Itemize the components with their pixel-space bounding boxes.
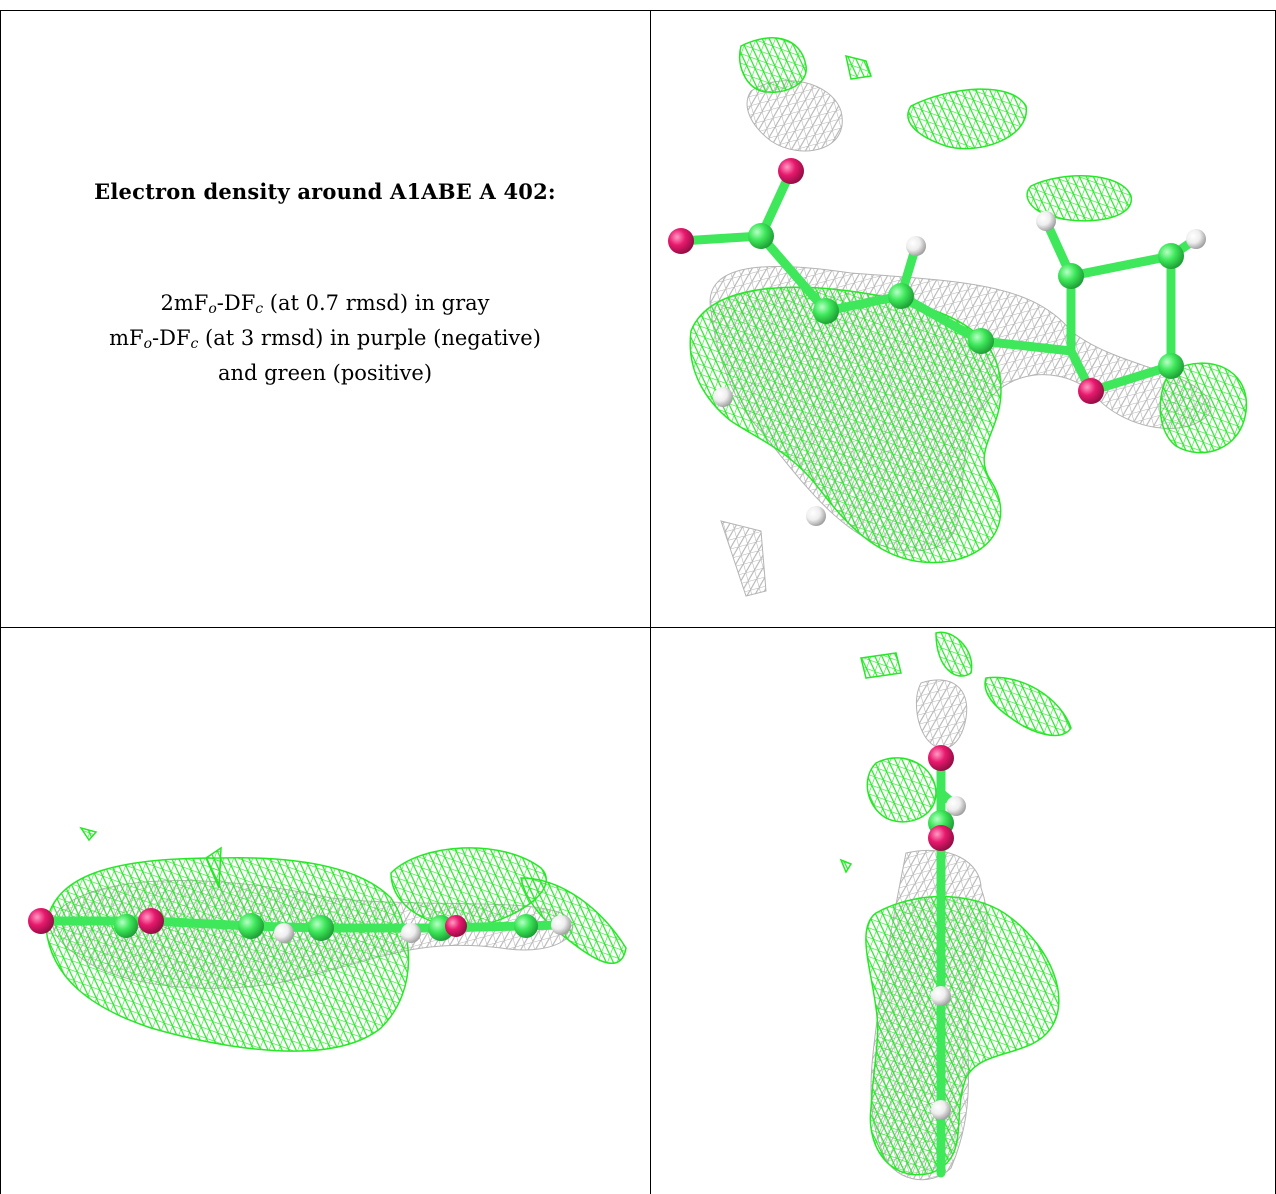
legend-cell: Electron density around A1ABE A 402: 2mF… xyxy=(0,10,650,627)
density-render-2 xyxy=(28,826,627,1052)
oxygen-atom xyxy=(928,745,954,771)
hydrogen-atom xyxy=(274,923,294,943)
legend-line-2fofc: 2mFo-DFc (at 0.7 rmsd) in gray xyxy=(160,291,490,317)
density-view-3 xyxy=(651,628,1275,1194)
oxygen-atom xyxy=(28,908,54,934)
mesh-fofc-positive xyxy=(839,631,1072,1176)
carbon-atom xyxy=(888,283,914,309)
hydrogen-atom xyxy=(806,506,826,526)
carbon-atom xyxy=(968,328,994,354)
carbon-atom xyxy=(1158,353,1184,379)
legend-line-colors: and green (positive) xyxy=(217,361,433,385)
oxygen-atom xyxy=(928,825,954,851)
carbon-atom xyxy=(238,913,264,939)
hydrogen-atom xyxy=(946,796,966,816)
hydrogen-atom xyxy=(906,236,926,256)
hydrogen-atom xyxy=(551,915,571,935)
legend-line-fofc: mFo-DFc (at 3 rmsd) in purple (negative) xyxy=(109,326,541,352)
figure-title: Electron density around A1ABE A 402: xyxy=(94,179,556,204)
oxygen-atom xyxy=(138,908,164,934)
ligand-atoms xyxy=(28,908,571,943)
ligand-atoms xyxy=(928,745,966,1120)
hydrogen-atom xyxy=(1036,211,1056,231)
oxygen-atom xyxy=(778,158,804,184)
density-render-1 xyxy=(668,37,1248,597)
legend-text: 2mFo-DFc (at 0.7 rmsd) in gray mFo-DFc (… xyxy=(0,289,650,388)
oxygen-atom xyxy=(668,228,694,254)
hydrogen-atom xyxy=(931,1100,951,1120)
carbon-atom xyxy=(1058,263,1084,289)
hydrogen-atom xyxy=(713,387,733,407)
carbon-atom xyxy=(114,914,138,938)
ligand-atoms xyxy=(668,158,1206,526)
carbon-atom xyxy=(308,915,334,941)
density-render-3 xyxy=(839,631,1072,1181)
carbon-atom xyxy=(514,914,538,938)
hydrogen-atom xyxy=(931,986,951,1006)
density-view-2 xyxy=(1,628,650,1194)
hydrogen-atom xyxy=(1186,229,1206,249)
oxygen-atom xyxy=(445,915,467,937)
carbon-atom xyxy=(813,298,839,324)
carbon-atom xyxy=(748,223,774,249)
carbon-atom xyxy=(1158,243,1184,269)
density-view-1 xyxy=(651,11,1275,627)
hydrogen-atom xyxy=(401,923,421,943)
oxygen-atom xyxy=(1078,378,1104,404)
mesh-fofc-positive xyxy=(45,826,627,1052)
